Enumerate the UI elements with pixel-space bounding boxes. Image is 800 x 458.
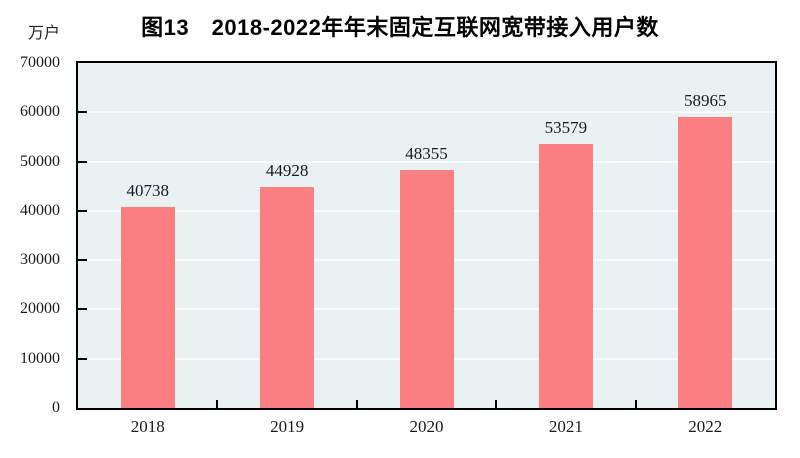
x-tick-label: 2019: [270, 417, 305, 436]
x-tick-label: 2021: [548, 417, 583, 436]
y-tick-label: 10000: [20, 349, 60, 367]
y-tick-label: 0: [52, 399, 60, 416]
bar-2021: [538, 143, 593, 408]
x-tick-label: 2022: [688, 417, 723, 436]
bar-value-label: 40738: [126, 181, 169, 201]
bar-value-label: 44928: [265, 160, 309, 180]
x-tick-mark: [355, 400, 358, 408]
y-tick-label: 70000: [20, 54, 60, 71]
x-axis: 2018 2019 2020 2021 2022: [78, 417, 775, 443]
y-tick-label: 40000: [20, 201, 60, 219]
bar-2022: [678, 117, 733, 408]
y-tick-label: 20000: [20, 300, 60, 318]
y-tick-mark: [78, 357, 87, 360]
y-tick-mark: [78, 111, 87, 114]
x-tick-mark: [495, 400, 498, 408]
bar-value-label: 48355: [405, 143, 448, 163]
y-tick-mark: [78, 160, 87, 163]
bar-value-label: 58965: [684, 91, 727, 111]
y-tick-mark: [78, 308, 87, 311]
y-axis-unit-label: 万户: [28, 25, 61, 42]
bar-2018: [120, 207, 175, 408]
x-tick-label: 2020: [409, 417, 444, 436]
x-tick-mark: [634, 400, 637, 408]
chart-title: 图13 2018-2022年年末固定互联网宽带接入用户数: [141, 15, 659, 40]
y-tick-label: 60000: [20, 103, 60, 121]
y-tick-label: 50000: [20, 152, 60, 170]
y-tick-label: 30000: [20, 251, 60, 269]
gridline: [78, 111, 775, 114]
x-tick-label: 2018: [130, 417, 165, 436]
y-tick-mark: [78, 209, 87, 212]
bar-2019: [260, 186, 315, 408]
plot-area: 40738 44928 48355 53579 58965: [76, 61, 777, 410]
y-axis: 0 10000 20000 30000 40000 50000 60000 70000: [0, 54, 68, 416]
y-tick-mark: [78, 259, 87, 262]
x-tick-mark: [216, 400, 219, 408]
bar-value-label: 53579: [544, 117, 588, 137]
bar-2020: [399, 169, 454, 408]
